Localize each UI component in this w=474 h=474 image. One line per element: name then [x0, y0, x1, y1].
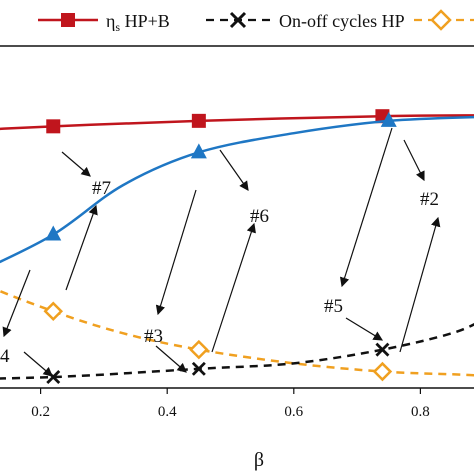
annotation-arrow-3b	[155, 345, 187, 373]
annotation-arrow-7b	[65, 204, 98, 291]
series-layer	[0, 109, 474, 385]
legend-marker-eta-s	[61, 13, 75, 27]
marker-orange-0	[43, 301, 64, 322]
annotation-arrow-7a	[61, 151, 91, 177]
annotation-label-5: #5	[324, 296, 343, 317]
annotation-arrow-5b	[345, 317, 384, 341]
annotation-label-7: #7	[92, 178, 111, 199]
annotation-label-4: 4	[0, 346, 10, 367]
series-line-eta_s	[0, 114, 474, 131]
legend-label-onoff: On-off cycles HP	[279, 11, 405, 31]
annotations	[2, 127, 441, 377]
marker-blue-1	[190, 143, 207, 159]
x-axis-label: β	[254, 449, 264, 471]
annotation-arrow-3a	[155, 189, 197, 316]
series-line-onoff	[0, 323, 474, 380]
annotation-label-3: #3	[144, 326, 163, 347]
series-line-blue	[0, 115, 474, 264]
marker-blue-0	[45, 225, 62, 241]
x-tick-label-1: 0.4	[158, 404, 177, 420]
legend-marker-onoff	[229, 11, 247, 29]
x-tick-label-3: 0.8	[411, 404, 430, 420]
series-line-orange	[0, 289, 474, 377]
legend-marker-orange	[430, 9, 452, 31]
x-tick-label-0: 0.2	[31, 404, 50, 420]
marker-orange-2	[372, 361, 393, 382]
marker-onoff-1	[191, 361, 206, 376]
annotation-arrow-2b	[399, 216, 441, 353]
legend: ηs HP+B On-off cycles HP	[38, 9, 474, 34]
marker-onoff-2	[375, 342, 390, 357]
annotation-label-2: #2	[420, 189, 439, 210]
annotation-arrow-2a	[403, 139, 425, 182]
marker-eta_s-0	[46, 119, 61, 134]
annotation-arrow-5a	[339, 127, 393, 288]
marker-eta_s-1	[191, 113, 206, 128]
annotation-arrow-4a	[2, 269, 31, 338]
annotation-arrow-4b	[23, 351, 53, 377]
marker-orange-1	[189, 339, 209, 360]
x-tick-label-2: 0.6	[284, 404, 303, 420]
annotation-arrow-6b	[211, 222, 256, 353]
legend-label-eta-s: ηs HP+B	[106, 11, 170, 34]
annotation-labels: #7 #6 #2 #3 #5 4	[0, 178, 439, 367]
marker-blue-2	[380, 111, 397, 127]
annotation-arrow-6a	[219, 149, 249, 191]
x-ticks: 0.2 0.4 0.6 0.8	[31, 388, 430, 420]
annotation-label-6: #6	[250, 206, 269, 227]
